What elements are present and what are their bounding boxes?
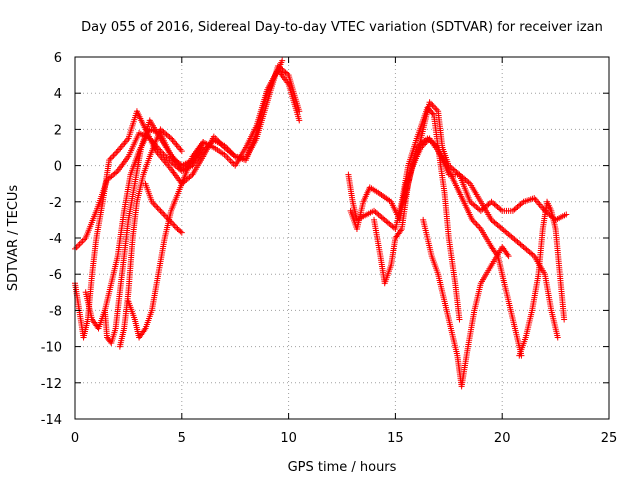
data-point <box>532 196 539 203</box>
series-track-4 <box>101 117 207 346</box>
series-track-12 <box>420 216 512 390</box>
data-point <box>226 156 233 163</box>
y-tick-label: -4 <box>49 232 62 247</box>
series-track-3 <box>82 66 303 332</box>
data-point <box>169 137 176 144</box>
y-tick-label: -14 <box>41 413 62 428</box>
data-point <box>428 109 435 116</box>
data-point <box>536 201 543 208</box>
data-point <box>223 153 230 160</box>
series-track-13 <box>516 198 568 359</box>
data-point <box>120 141 127 148</box>
data-point <box>165 216 172 223</box>
series-track-5 <box>116 126 185 350</box>
grid <box>75 57 609 419</box>
plot-frame <box>74 56 610 420</box>
data-point <box>153 203 160 210</box>
data-point <box>456 316 463 323</box>
data-point <box>122 138 129 145</box>
data-point <box>173 224 180 231</box>
y-tick-label: 6 <box>54 51 62 66</box>
data-point <box>227 157 234 164</box>
data-point <box>156 206 163 213</box>
chart-title: Day 055 of 2016, Sidereal Day-to-day VTE… <box>81 20 603 35</box>
y-tick-label: 2 <box>54 123 62 138</box>
data-point <box>296 117 303 124</box>
data-point <box>170 138 177 145</box>
data-point <box>171 222 178 229</box>
data-point <box>474 222 481 229</box>
x-tick-label: 10 <box>280 431 297 446</box>
x-tick-label: 5 <box>178 431 186 446</box>
data-point <box>563 211 570 218</box>
x-tick-label: 15 <box>387 431 404 446</box>
data-point <box>173 141 180 148</box>
y-tick-label: -8 <box>49 304 62 319</box>
data-point <box>117 144 124 151</box>
data-point <box>116 146 123 153</box>
data-point <box>118 143 125 150</box>
series-track-7 <box>142 180 185 236</box>
data-point <box>279 57 286 64</box>
y-axis-label: SDTVAR / TECUs <box>6 185 21 292</box>
series-track-6 <box>125 139 207 341</box>
data-point <box>429 110 436 117</box>
data-point <box>160 210 167 217</box>
data-point <box>537 203 544 210</box>
axis-ticks: 0 5 10 15 20 25 -14 -12 -10 -8 -6 -4 -2 0 2 4 6 <box>41 51 618 446</box>
data-point <box>535 199 542 206</box>
data-point <box>229 159 236 166</box>
data-point <box>121 140 128 147</box>
x-axis-label: GPS time / hours <box>288 460 397 475</box>
data-point <box>178 148 185 155</box>
data-point <box>561 316 568 323</box>
y-tick-label: 4 <box>54 87 62 102</box>
y-tick-label: -2 <box>49 196 62 211</box>
data-point <box>178 229 185 236</box>
data-point <box>110 152 117 159</box>
data-point <box>224 154 231 161</box>
data-point <box>170 221 177 228</box>
data-point <box>158 209 165 216</box>
y-tick-label: -10 <box>41 341 62 356</box>
data-point <box>76 241 83 248</box>
data-point <box>154 204 161 211</box>
data-point <box>473 221 480 228</box>
data-point <box>176 144 183 151</box>
data-point <box>200 139 207 146</box>
data-point <box>79 238 86 245</box>
data-point <box>177 228 184 235</box>
series-track-11 <box>400 135 525 359</box>
x-tick-label: 20 <box>494 431 511 446</box>
data-point <box>177 146 184 153</box>
data-point <box>554 334 561 341</box>
data-point <box>172 140 179 147</box>
y-tick-label: -6 <box>49 268 62 283</box>
data-point <box>78 239 85 246</box>
series-track-9 <box>347 99 570 232</box>
data-markers <box>72 57 570 390</box>
data-point <box>113 149 120 156</box>
data-point <box>472 219 479 226</box>
y-tick-label: -12 <box>41 377 62 392</box>
data-point <box>73 244 80 251</box>
x-tick-label: 0 <box>71 431 79 446</box>
data-point <box>174 143 181 150</box>
data-point <box>432 105 439 112</box>
y-tick-label: 0 <box>54 160 62 175</box>
data-point <box>505 253 512 260</box>
data-point <box>109 154 116 161</box>
data-point <box>151 201 158 208</box>
data-point <box>157 207 164 214</box>
data-point <box>111 151 118 158</box>
x-tick-label: 25 <box>601 431 618 446</box>
data-point <box>75 242 82 249</box>
data-point <box>114 148 121 155</box>
